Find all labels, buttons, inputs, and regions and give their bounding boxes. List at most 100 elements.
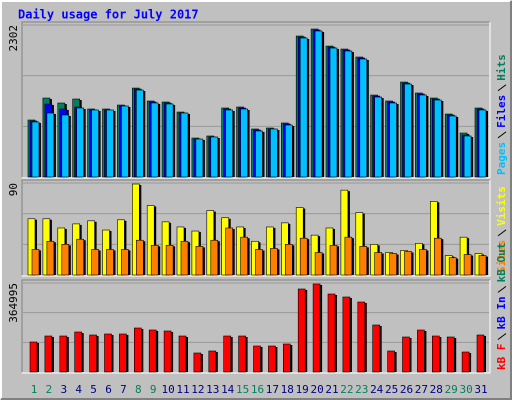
bar <box>225 109 233 178</box>
bar <box>195 246 204 276</box>
bar <box>91 109 99 178</box>
x-tick-label: 8 <box>135 383 142 396</box>
bar <box>329 47 338 178</box>
panel-light-edge <box>22 180 491 277</box>
x-tick-label: 30 <box>459 383 472 396</box>
panel-light-edge <box>22 22 491 179</box>
bar <box>223 335 231 373</box>
bar <box>61 114 70 178</box>
chart-title: Daily usage for July 2017 <box>18 8 199 22</box>
bar <box>119 333 127 373</box>
bar <box>150 245 159 276</box>
bar <box>359 58 368 178</box>
bar <box>165 103 174 178</box>
x-tick-label: 13 <box>206 383 219 396</box>
bar <box>448 257 457 276</box>
bar <box>44 335 53 373</box>
panel-dark-edge <box>21 179 490 275</box>
x-tick-label: 3 <box>60 383 67 396</box>
bar <box>476 334 485 373</box>
bar <box>117 219 125 276</box>
bar <box>314 30 323 178</box>
legend-entry: Pages <box>495 142 508 175</box>
legend-entry: Files <box>495 95 508 128</box>
bar <box>46 112 55 178</box>
bar <box>359 246 368 276</box>
bar <box>74 331 82 373</box>
x-tick-label: 17 <box>266 383 279 396</box>
legend-entry: Sites <box>495 240 508 273</box>
y-tick-label: 364995 <box>7 283 20 323</box>
bar <box>121 249 129 276</box>
legend: kB F kB In kB Out <box>495 243 508 370</box>
y-tick-label: 90 <box>7 183 20 196</box>
x-tick-label: 12 <box>191 383 204 396</box>
bar <box>180 112 189 178</box>
bar <box>46 240 55 276</box>
bar <box>404 83 412 178</box>
bar <box>404 251 412 276</box>
bar <box>463 254 472 276</box>
bar <box>76 238 84 276</box>
legend-separator <box>497 84 507 92</box>
bar <box>372 324 381 373</box>
x-tick-label: 27 <box>415 383 428 396</box>
bar <box>163 330 172 373</box>
bar <box>134 327 142 373</box>
legend-separator <box>497 333 507 340</box>
bar <box>478 109 487 178</box>
bar <box>193 352 202 373</box>
legend-separator <box>497 285 507 293</box>
bar <box>299 237 308 276</box>
bar <box>478 255 487 276</box>
bar <box>208 350 217 373</box>
x-tick-label: 11 <box>176 383 189 396</box>
bar <box>270 128 278 178</box>
x-tick-label: 16 <box>251 383 264 396</box>
bar <box>87 220 95 276</box>
bar <box>297 288 306 373</box>
bar <box>61 244 70 276</box>
bar <box>327 293 336 373</box>
x-tick-label: 15 <box>236 383 249 396</box>
legend-entry: kB F <box>495 344 508 371</box>
bar <box>284 244 293 276</box>
bar <box>210 239 219 276</box>
legend-entry: Hits <box>495 54 508 81</box>
x-tick-label: 6 <box>105 383 112 396</box>
panel-dark-edge <box>21 279 490 372</box>
bar <box>314 252 323 276</box>
x-tick-label: 5 <box>90 383 97 396</box>
bar <box>417 329 425 373</box>
bar <box>255 249 263 276</box>
bar <box>59 335 68 373</box>
x-tick-label: 26 <box>400 383 413 396</box>
bar <box>342 296 351 373</box>
bar <box>433 99 442 178</box>
bar <box>431 335 440 373</box>
bar <box>104 333 112 373</box>
x-tick-label: 1 <box>31 383 38 396</box>
bar <box>210 136 219 178</box>
bar <box>355 212 364 276</box>
bar <box>136 89 144 178</box>
bar <box>357 301 366 373</box>
bar <box>165 245 174 276</box>
bar <box>148 329 157 373</box>
panel-dark-edge <box>21 21 490 177</box>
bar <box>89 334 97 373</box>
bar <box>329 245 338 276</box>
bar <box>27 218 36 276</box>
bar <box>31 249 40 276</box>
x-tick-label: 18 <box>281 383 294 396</box>
legend-separator <box>497 131 507 139</box>
bar <box>344 236 353 276</box>
legend: Pages Files Hits <box>495 54 508 175</box>
x-tick-label: 10 <box>161 383 174 396</box>
legend-separator <box>497 229 507 237</box>
bar <box>389 102 397 178</box>
